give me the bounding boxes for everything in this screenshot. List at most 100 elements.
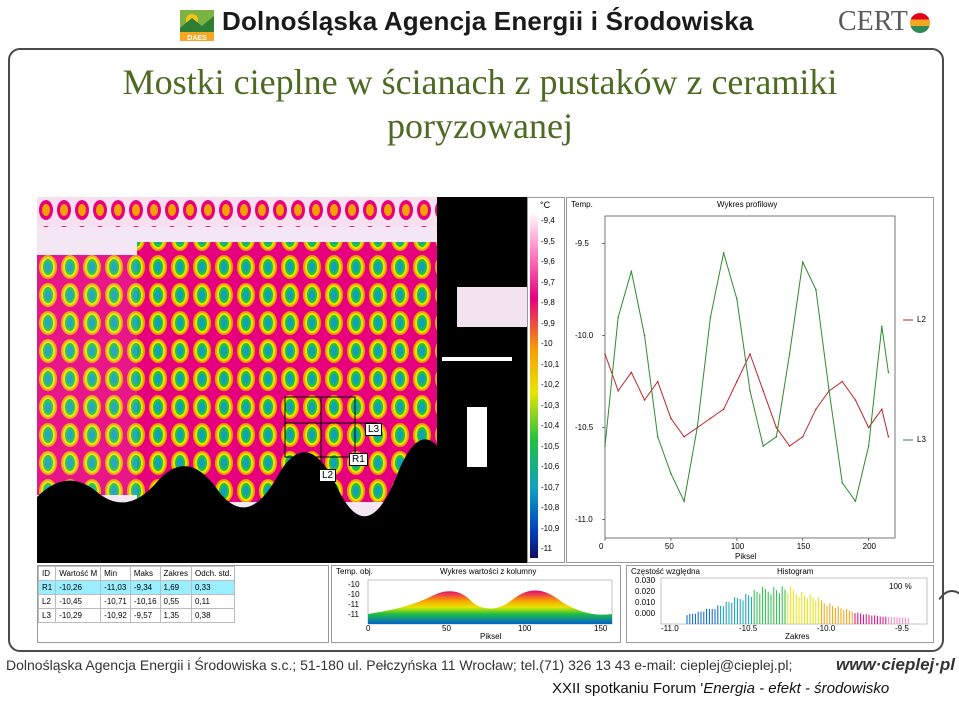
stats-row[interactable]: L2 -10,45 -10,71 -10,16 0,55 0,11	[37, 594, 236, 609]
histogram-x-tick-label: -10.5	[739, 624, 758, 633]
profile-point-l3	[881, 325, 883, 328]
cert-logo: CERT	[838, 6, 930, 38]
histogram-y-tick-label: 0.000	[635, 609, 656, 618]
profile-point-l3	[841, 482, 844, 484]
profile-point-l3	[604, 445, 606, 447]
column-plot	[367, 579, 613, 625]
stats-header-cell: Odch. std.	[190, 566, 236, 581]
profile-point-l3	[749, 390, 751, 392]
profile-point-l2	[630, 371, 633, 374]
profile-point-l3	[801, 261, 804, 263]
scale-tick-label: -10,2	[541, 380, 560, 389]
profile-point-l3	[683, 500, 685, 503]
profile-y-tick-label: -9.5	[575, 238, 589, 248]
profile-point-l2	[775, 426, 778, 429]
histogram-y-tick-label: 0.030	[635, 576, 656, 585]
scale-tick-label: -10,3	[541, 400, 560, 410]
scale-gradient	[530, 212, 538, 558]
stats-cell: L3	[37, 608, 57, 623]
profile-point-l2	[643, 399, 646, 401]
stats-cell: 0,38	[190, 608, 236, 623]
profile-point-l2	[604, 353, 606, 355]
scale-tick-label: -9,8	[541, 298, 555, 307]
stats-cell: -10,29	[55, 608, 102, 623]
scale-tick-label: -9,6	[541, 257, 555, 266]
profile-y-tick-label: -10.5	[575, 422, 594, 432]
profile-x-tick-label: 50	[664, 542, 674, 551]
profile-point-l3	[788, 353, 791, 355]
profile-plot	[602, 215, 913, 541]
stats-cell: -10,71	[100, 594, 131, 609]
profile-point-l2	[683, 436, 685, 438]
scale-tick-label: -10,5	[541, 441, 560, 451]
scale-tick-label: -9,9	[541, 318, 555, 328]
profile-x-label: Piksel	[735, 552, 757, 561]
column-x-label: Piksel	[480, 632, 502, 641]
stats-cell: 0,11	[190, 594, 236, 609]
profile-point-l3	[736, 298, 738, 300]
stats-cell: 1,69	[159, 580, 193, 595]
scale-tick-label: -10,1	[541, 359, 560, 369]
profile-point-l2	[736, 380, 738, 383]
profile-point-l2	[841, 380, 844, 383]
profile-y-tick-label: -11.0	[575, 514, 593, 524]
scale-tick-label: -10,7	[541, 482, 560, 492]
profile-point-l3	[762, 445, 764, 447]
stats-row[interactable]: L3 -10,29 -10,92 -9,57 1,35 0,38	[37, 608, 236, 623]
marker-l2: L2	[319, 469, 337, 482]
profile-point-l2	[815, 408, 817, 410]
svg-text:DAES: DAES	[187, 35, 207, 42]
stats-cell: -10,16	[129, 594, 161, 609]
stats-row[interactable]: R1 -10,26 -11,03 -9,34 1,69 0,33	[37, 580, 236, 595]
temperature-scale: °C -9,4 -9,5 -9,6 -9,7 -9,8 -9,9 -10 -10,1 -10,2…	[527, 197, 565, 563]
stats-panel: ID Wartość M Min Maks Zakres Odch. std. R1 -10,…	[37, 565, 329, 643]
column-y-tick-label: -11	[348, 610, 359, 619]
title-line-1: Mostki cieplne w ścianach z pustaków z c…	[122, 62, 838, 102]
column-x-tick-label: 100	[518, 624, 532, 633]
scale-tick-label: -9,7	[541, 277, 555, 287]
legend-label-l3: L3	[917, 435, 926, 444]
column-y-tick-label: -10	[348, 580, 360, 589]
stats-cell: -10,92	[100, 608, 131, 623]
scale-tick-label: -10,8	[541, 503, 560, 512]
column-y-tick-label: -10	[348, 590, 360, 599]
profile-point-l3	[867, 445, 870, 447]
column-x-tick-label: 150	[594, 624, 608, 633]
profile-y-tick-label: -10.0	[575, 330, 594, 340]
stats-cell: L2	[37, 594, 57, 609]
profile-point-l2	[801, 436, 804, 438]
daes-logo: DAES	[178, 8, 216, 42]
profile-point-l3	[643, 334, 646, 337]
footer-website[interactable]: www·cieplej·pl	[836, 655, 956, 674]
slide-title: Mostki cieplne w ścianach z pustaków z c…	[60, 60, 900, 148]
org-name: Dolnośląska Agencja Energii i Środowiska	[222, 6, 754, 36]
profile-point-l2	[670, 417, 672, 420]
profile-x-tick-label: 200	[862, 542, 876, 551]
profile-point-l3	[815, 288, 817, 291]
stats-cell: -9,34	[129, 580, 161, 595]
marker-l3: L3	[365, 423, 383, 436]
scale-tick-label: -11	[541, 544, 552, 553]
scale-tick-label: -10,6	[541, 462, 560, 471]
profile-point-l2	[762, 390, 764, 392]
profile-point-l2	[617, 390, 619, 392]
profile-point-l2	[709, 417, 712, 420]
scale-unit: °C	[540, 200, 551, 210]
histogram-y-tick-label: 0.020	[635, 587, 656, 596]
profile-y-label: Temp.	[571, 200, 593, 209]
profile-point-l2	[854, 399, 857, 401]
forum-caption: XXII spotkaniu Forum 'Energia - efekt - …	[552, 680, 889, 697]
stats-header-cell: Wartość M	[55, 566, 102, 581]
column-title: Wykres wartości z kolumny	[440, 567, 537, 576]
stats-header-cell: ID	[37, 566, 57, 581]
stats-cell: 0,55	[159, 594, 193, 609]
stats-cell: -10,45	[55, 594, 102, 609]
column-x-tick-label: 0	[366, 624, 371, 633]
legend-label-l2: L2	[917, 315, 926, 324]
scale-tick-label: -9,4	[541, 216, 555, 225]
profile-point-l3	[630, 270, 633, 272]
profile-point-l3	[828, 390, 830, 392]
scale-tick-label: -9,5	[541, 236, 555, 246]
profile-x-tick-label: 0	[599, 542, 604, 551]
profile-point-l2	[887, 436, 890, 438]
